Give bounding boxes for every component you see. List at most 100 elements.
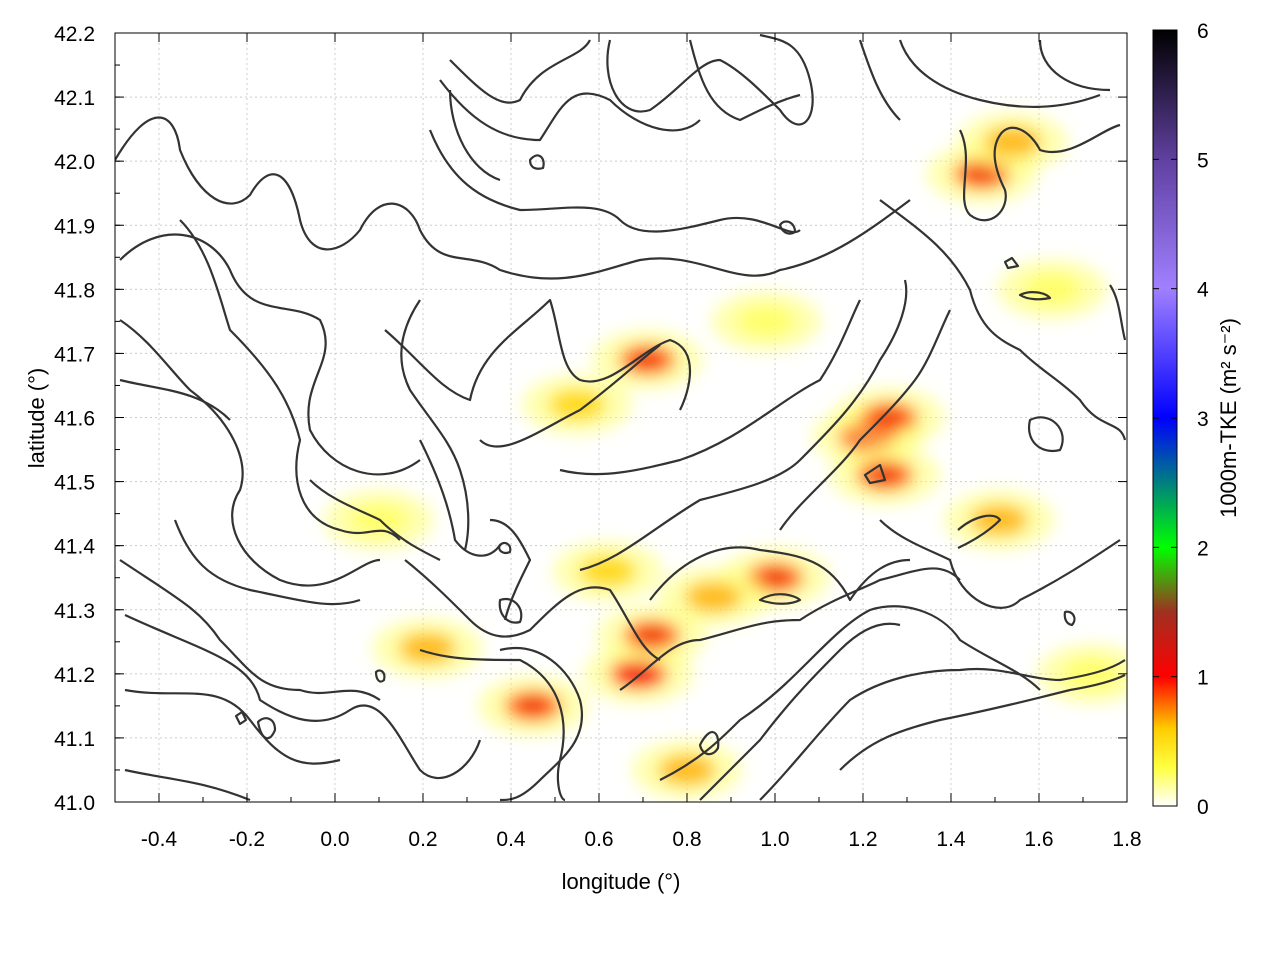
contour-line	[699, 622, 901, 801]
tke-hotspot	[399, 633, 456, 664]
contour-line	[119, 319, 381, 587]
contour-line	[863, 463, 887, 485]
colorbar: 0 1 2 3 4 5 6 1000m-TKE (m² s⁻²)	[1152, 20, 1241, 819]
y-tick-label: 41.1	[54, 728, 95, 751]
contour-line	[659, 605, 1041, 781]
contour-line	[428, 129, 801, 233]
contour-line	[479, 344, 661, 448]
x-tick-label: 0.8	[672, 828, 701, 851]
colorbar-tick-label: 2	[1197, 537, 1209, 560]
x-tick-label: 0.0	[320, 828, 349, 851]
y-tick-label: 41.6	[54, 408, 95, 431]
contour-line	[439, 79, 701, 142]
contour-line	[528, 154, 545, 170]
contour-line	[499, 647, 583, 802]
contour-line	[309, 479, 441, 561]
contour-line	[234, 710, 248, 726]
colorbar-tick-label: 0	[1197, 796, 1209, 819]
contour-line	[384, 298, 692, 411]
contour-line	[957, 514, 1002, 549]
y-tick-label: 41.7	[54, 343, 95, 366]
tke-core	[765, 571, 785, 584]
tke-field	[324, 111, 1127, 800]
contour-line	[119, 378, 231, 421]
x-tick-label: 0.6	[584, 828, 613, 851]
y-tick-label: 41.0	[54, 792, 95, 815]
contour-line	[1003, 256, 1020, 270]
x-tick-label: 1.8	[1112, 828, 1141, 851]
tke-hotspot	[1024, 274, 1081, 305]
contour-line	[115, 116, 911, 280]
contour-line	[498, 597, 523, 624]
tke-core	[971, 167, 992, 180]
contour-line	[124, 688, 341, 765]
y-tick-label: 41.3	[54, 600, 95, 623]
tke-hotspot	[738, 306, 795, 337]
contour-line	[898, 39, 1101, 109]
x-axis-label: longitude (°)	[562, 869, 681, 894]
x-axis: -0.4 -0.2 0.0 0.2 0.4 0.6 0.8 1.0 1.2 1.4 1.6 1.8	[114, 33, 1142, 851]
contour-line	[1027, 416, 1064, 453]
contour-line	[419, 648, 566, 802]
contour-line	[1018, 291, 1052, 301]
contour-line	[758, 593, 802, 605]
contour-line	[400, 299, 470, 551]
contour-line	[688, 39, 801, 122]
colorbar-tick-label: 4	[1197, 279, 1209, 302]
contour-line	[448, 89, 501, 182]
tke-core	[523, 699, 543, 712]
x-tick-label: -0.4	[141, 828, 178, 851]
contour-line	[1109, 284, 1127, 341]
colorbar-label: 1000m-TKE (m² s⁻²)	[1216, 318, 1241, 518]
tke-hotspot	[549, 389, 605, 420]
contour-line	[124, 614, 482, 780]
contour-line	[698, 731, 720, 756]
contour-line	[606, 33, 814, 126]
y-tick-label: 41.4	[54, 536, 95, 559]
y-tick-label: 41.9	[54, 215, 95, 238]
contour-line	[179, 219, 401, 541]
contour-line	[858, 39, 901, 121]
contour-line	[419, 439, 501, 557]
y-tick-label: 41.2	[54, 664, 95, 687]
y-tick-label: 41.8	[54, 279, 95, 302]
y-axis: 41.0 41.1 41.2 41.3 41.4 41.5 41.6 41.7 41.8 41.9…	[54, 23, 1127, 815]
colorbar-tick-label: 1	[1197, 667, 1209, 690]
contour-line	[1038, 39, 1111, 92]
contour-line	[498, 541, 512, 554]
x-tick-label: -0.2	[229, 828, 265, 851]
tke-hotspot	[984, 126, 1041, 157]
colorbar-ticks: 0 1 2 3 4 5 6	[1153, 20, 1209, 819]
tke-core	[637, 353, 658, 366]
contour-line	[124, 768, 251, 802]
contour-line	[839, 674, 1126, 771]
tke-hotspot	[579, 556, 636, 587]
contour-line	[173, 519, 361, 606]
contour-line	[1063, 610, 1076, 627]
y-tick-label: 41.5	[54, 472, 95, 495]
contour-line	[649, 546, 911, 602]
y-tick-label: 42.1	[54, 87, 95, 110]
contour-line	[778, 220, 797, 235]
tke-core	[875, 469, 895, 482]
x-tick-label: 1.0	[760, 828, 789, 851]
colorbar-tick-label: 5	[1197, 149, 1209, 172]
contour-line	[374, 669, 386, 683]
x-tick-label: 1.4	[936, 828, 966, 851]
contour-line	[489, 518, 532, 621]
colorbar-tick-label: 3	[1197, 408, 1209, 431]
contour-line	[879, 199, 1127, 441]
contour-line	[959, 123, 1121, 222]
x-tick-label: 0.2	[408, 828, 437, 851]
y-tick-label: 42.0	[54, 151, 95, 174]
contour-line	[759, 659, 1126, 801]
contour-line	[404, 559, 661, 661]
contour-line	[119, 559, 381, 701]
contour-line	[449, 39, 591, 104]
contour-line	[119, 233, 421, 476]
contour-line	[256, 717, 277, 740]
x-tick-label: 1.6	[1024, 828, 1053, 851]
contour-line	[559, 299, 861, 476]
contour-line	[619, 567, 961, 691]
